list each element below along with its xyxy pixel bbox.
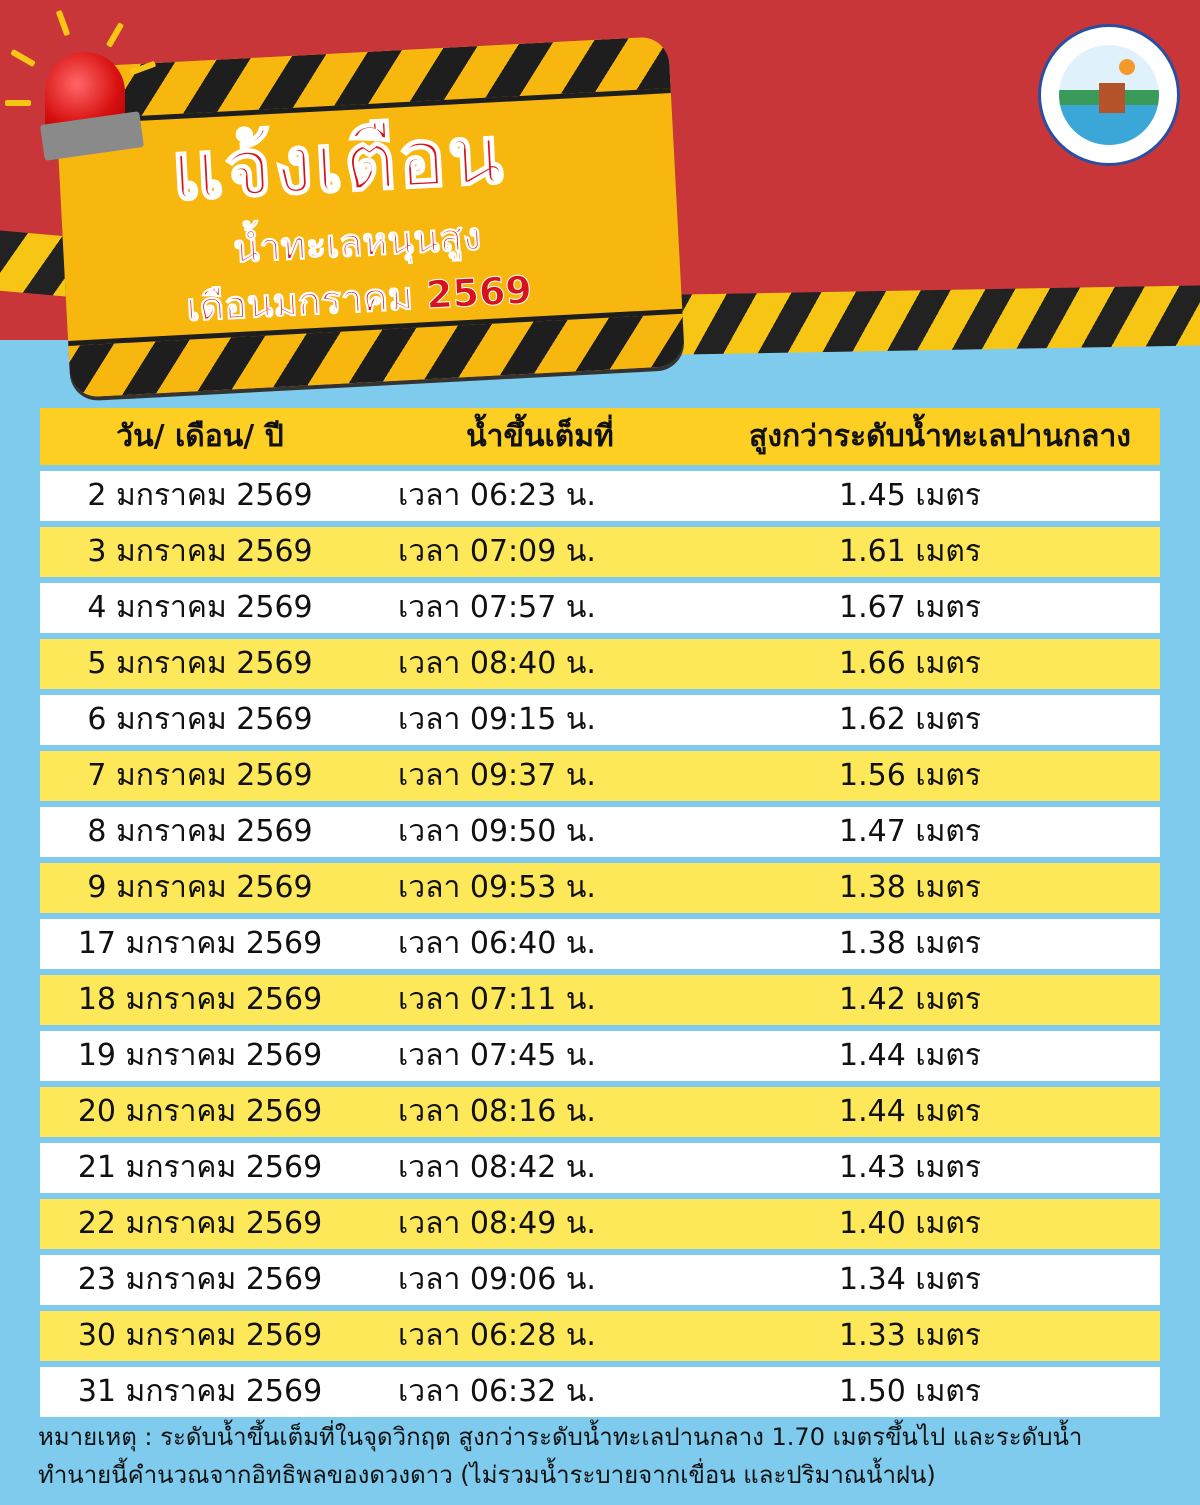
cell-date: 2 มกราคม 2569: [40, 471, 360, 521]
cell-time: เวลา 09:50 น.: [360, 807, 720, 857]
cell-date: 4 มกราคม 2569: [40, 583, 360, 633]
table-row: 8 มกราคม 2569 เวลา 09:50 น. 1.47 เมตร: [40, 807, 1160, 857]
cell-level: 1.62 เมตร: [720, 695, 1160, 745]
cell-time: เวลา 07:45 น.: [360, 1031, 720, 1081]
cell-level: 1.61 เมตร: [720, 527, 1160, 577]
banner-title: แจ้งเตือน: [168, 107, 508, 219]
cell-level: 1.42 เมตร: [720, 975, 1160, 1025]
cell-time: เวลา 07:57 น.: [360, 583, 720, 633]
cell-level: 1.47 เมตร: [720, 807, 1160, 857]
cell-date: 5 มกราคม 2569: [40, 639, 360, 689]
cell-time: เวลา 08:40 น.: [360, 639, 720, 689]
cell-time: เวลา 07:11 น.: [360, 975, 720, 1025]
cell-level: 1.50 เมตร: [720, 1367, 1160, 1417]
cell-date: 9 มกราคม 2569: [40, 863, 360, 913]
table-row: 4 มกราคม 2569 เวลา 07:57 น. 1.67 เมตร: [40, 583, 1160, 633]
cell-time: เวลา 09:37 น.: [360, 751, 720, 801]
cell-time: เวลา 06:32 น.: [360, 1367, 720, 1417]
cell-level: 1.67 เมตร: [720, 583, 1160, 633]
table-row: 3 มกราคม 2569 เวลา 07:09 น. 1.61 เมตร: [40, 527, 1160, 577]
table-row: 18 มกราคม 2569 เวลา 07:11 น. 1.42 เมตร: [40, 975, 1160, 1025]
table-row: 31 มกราคม 2569 เวลา 06:32 น. 1.50 เมตร: [40, 1367, 1160, 1417]
cell-level: 1.38 เมตร: [720, 863, 1160, 913]
cell-date: 8 มกราคม 2569: [40, 807, 360, 857]
table-row: 6 มกราคม 2569 เวลา 09:15 น. 1.62 เมตร: [40, 695, 1160, 745]
cell-level: 1.44 เมตร: [720, 1087, 1160, 1137]
footnote-line: หมายเหตุ : ระดับน้ำขึ้นเต็มที่ในจุดวิกฤต…: [38, 1423, 1083, 1451]
cell-date: 18 มกราคม 2569: [40, 975, 360, 1025]
table-body: 2 มกราคม 2569 เวลา 06:23 น. 1.45 เมตร 3 มกร…: [40, 471, 1160, 1417]
cell-level: 1.40 เมตร: [720, 1199, 1160, 1249]
table-row: 21 มกราคม 2569 เวลา 08:42 น. 1.43 เมตร: [40, 1143, 1160, 1193]
caution-tape: [639, 284, 1200, 356]
cell-level: 1.45 เมตร: [720, 471, 1160, 521]
cell-date: 6 มกราคม 2569: [40, 695, 360, 745]
cell-level: 1.66 เมตร: [720, 639, 1160, 689]
cell-time: เวลา 08:42 น.: [360, 1143, 720, 1193]
table-row: 7 มกราคม 2569 เวลา 09:37 น. 1.56 เมตร: [40, 751, 1160, 801]
cell-date: 30 มกราคม 2569: [40, 1311, 360, 1361]
cell-time: เวลา 06:40 น.: [360, 919, 720, 969]
warning-sign: แจ้งเตือน น้ำทะเลหนุนสูง เดือนมกราคม 256…: [53, 36, 686, 398]
cell-level: 1.38 เมตร: [720, 919, 1160, 969]
cell-date: 22 มกราคม 2569: [40, 1199, 360, 1249]
cell-date: 19 มกราคม 2569: [40, 1031, 360, 1081]
table-row: 2 มกราคม 2569 เวลา 06:23 น. 1.45 เมตร: [40, 471, 1160, 521]
cell-time: เวลา 06:28 น.: [360, 1311, 720, 1361]
cell-level: 1.56 เมตร: [720, 751, 1160, 801]
table-row: 23 มกราคม 2569 เวลา 09:06 น. 1.34 เมตร: [40, 1255, 1160, 1305]
cell-level: 1.44 เมตร: [720, 1031, 1160, 1081]
cell-time: เวลา 08:49 น.: [360, 1199, 720, 1249]
header-high-tide-time: น้ำขึ้นเต็มที่: [360, 408, 720, 465]
cell-level: 1.34 เมตร: [720, 1255, 1160, 1305]
cell-time: เวลา 09:53 น.: [360, 863, 720, 913]
tide-table: วัน/ เดือน/ ปี น้ำขึ้นเต็มที่ สูงกว่าระด…: [40, 402, 1160, 1423]
cell-date: 17 มกราคม 2569: [40, 919, 360, 969]
cell-date: 20 มกราคม 2569: [40, 1087, 360, 1137]
table-row: 19 มกราคม 2569 เวลา 07:45 น. 1.44 เมตร: [40, 1031, 1160, 1081]
footnote-line: ทำนายนี้คำนวณจากอิทธิพลของดวงดาว (ไม่รวม…: [38, 1461, 936, 1489]
cell-date: 21 มกราคม 2569: [40, 1143, 360, 1193]
organization-logo: [1038, 24, 1180, 166]
table-row: 20 มกราคม 2569 เวลา 08:16 น. 1.44 เมตร: [40, 1087, 1160, 1137]
cell-date: 3 มกราคม 2569: [40, 527, 360, 577]
cell-date: 31 มกราคม 2569: [40, 1367, 360, 1417]
table-row: 30 มกราคม 2569 เวลา 06:28 น. 1.33 เมตร: [40, 1311, 1160, 1361]
table-row: 9 มกราคม 2569 เวลา 09:53 น. 1.38 เมตร: [40, 863, 1160, 913]
cell-level: 1.33 เมตร: [720, 1311, 1160, 1361]
cell-date: 23 มกราคม 2569: [40, 1255, 360, 1305]
banner-subtitle: น้ำทะเลหนุนสูง: [232, 214, 483, 272]
cell-time: เวลา 07:09 น.: [360, 527, 720, 577]
cell-level: 1.43 เมตร: [720, 1143, 1160, 1193]
cell-time: เวลา 08:16 น.: [360, 1087, 720, 1137]
cell-time: เวลา 09:15 น.: [360, 695, 720, 745]
cell-time: เวลา 09:06 น.: [360, 1255, 720, 1305]
table-row: 5 มกราคม 2569 เวลา 08:40 น. 1.66 เมตร: [40, 639, 1160, 689]
table-row: 17 มกราคม 2569 เวลา 06:40 น. 1.38 เมตร: [40, 919, 1160, 969]
table-header: วัน/ เดือน/ ปี น้ำขึ้นเต็มที่ สูงกว่าระด…: [40, 408, 1160, 465]
table-row: 22 มกราคม 2569 เวลา 08:49 น. 1.40 เมตร: [40, 1199, 1160, 1249]
footnote: หมายเหตุ : ระดับน้ำขึ้นเต็มที่ในจุดวิกฤต…: [38, 1418, 1178, 1494]
header-level: สูงกว่าระดับน้ำทะเลปานกลาง: [720, 408, 1160, 465]
cell-date: 7 มกราคม 2569: [40, 751, 360, 801]
cell-time: เวลา 06:23 น.: [360, 471, 720, 521]
header-date: วัน/ เดือน/ ปี: [40, 408, 360, 465]
